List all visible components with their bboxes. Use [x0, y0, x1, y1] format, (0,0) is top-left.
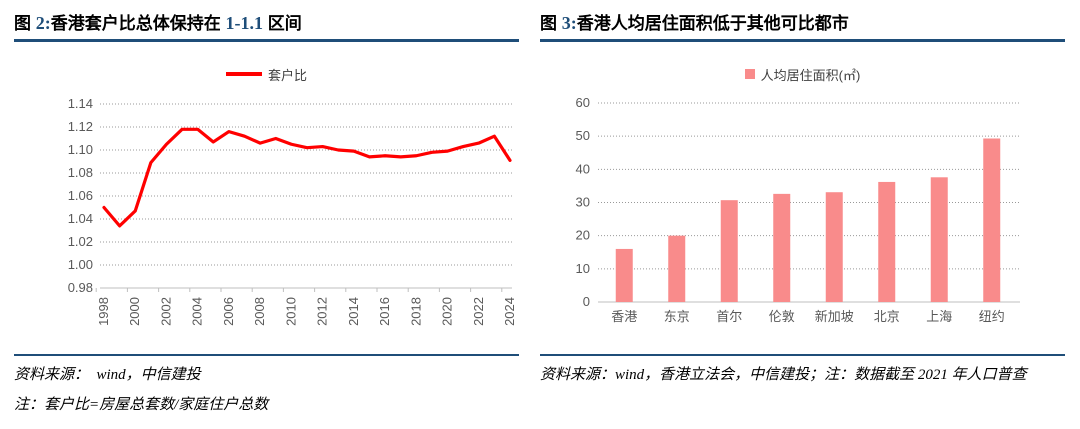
svg-text:首尔: 首尔 — [716, 309, 742, 324]
title-divider — [14, 39, 519, 42]
svg-text:2024: 2024 — [502, 297, 517, 326]
bar-series-marker — [744, 69, 755, 79]
svg-text:2010: 2010 — [283, 297, 298, 326]
svg-text:0: 0 — [583, 294, 590, 309]
title-divider — [540, 39, 1065, 42]
source-divider — [540, 354, 1065, 356]
figure-3-source: 资料来源：wind，香港立法会，中信建投；注：数据截至 2021 年人口普查 — [540, 367, 1027, 383]
svg-text:2006: 2006 — [221, 297, 236, 326]
bar-legend-label: 人均居住面积(㎡) — [760, 67, 861, 83]
svg-text:1.10: 1.10 — [68, 142, 93, 157]
svg-text:1.08: 1.08 — [68, 165, 93, 180]
svg-text:2018: 2018 — [408, 297, 423, 326]
svg-text:20: 20 — [576, 228, 590, 243]
svg-text:2004: 2004 — [190, 297, 205, 326]
figure-2-source: 资料来源： wind，中信建投 — [14, 367, 201, 383]
svg-text:60: 60 — [576, 95, 590, 110]
svg-text:伦敦: 伦敦 — [769, 309, 795, 324]
svg-text:东京: 东京 — [664, 309, 690, 324]
svg-text:0.98: 0.98 — [68, 280, 93, 295]
svg-text:10: 10 — [576, 261, 590, 276]
svg-text:40: 40 — [576, 161, 590, 176]
source-divider — [14, 354, 519, 356]
figure-2-note: 注：套户比=房屋总套数/家庭住户总数 — [14, 397, 269, 413]
bar-chart-legend: 人均居住面积(㎡) — [540, 66, 1065, 83]
svg-text:2008: 2008 — [252, 297, 267, 326]
title-suffix: 区间 — [262, 14, 302, 33]
figure-2-panel: 图 2:香港套户比总体保持在 1-1.1 区间 套户比 0.98 1.00 1.02… — [14, 10, 519, 422]
figure-2-title: 图 2:香港套户比总体保持在 1-1.1 区间 — [14, 10, 519, 37]
svg-text:香港: 香港 — [611, 309, 637, 324]
svg-text:1.04: 1.04 — [68, 211, 93, 226]
svg-text:2022: 2022 — [471, 297, 486, 326]
line-chart-legend: 套户比 — [14, 66, 519, 83]
svg-text:1.00: 1.00 — [68, 257, 93, 272]
svg-text:北京: 北京 — [874, 309, 900, 324]
svg-text:2012: 2012 — [315, 297, 330, 326]
household-ratio-line-chart: 0.98 1.00 1.02 1.04 1.06 1.08 1.10 1.12 1.14 1998… — [68, 96, 517, 326]
title-prefix: 图 — [540, 14, 562, 33]
title-prefix: 图 — [14, 14, 36, 33]
line-legend-label: 套户比 — [267, 67, 307, 83]
svg-text:2002: 2002 — [158, 297, 173, 326]
line-series-marker — [225, 72, 262, 76]
title-text: 香港人均居住面积低于其他可比都市 — [576, 14, 849, 33]
svg-text:纽约: 纽约 — [979, 309, 1005, 324]
title-range-value: 1-1.1 — [225, 13, 263, 33]
svg-text:2020: 2020 — [440, 297, 455, 326]
svg-text:新加坡: 新加坡 — [815, 309, 854, 324]
figure-number: 2: — [35, 13, 51, 33]
svg-text:1.14: 1.14 — [68, 96, 93, 111]
svg-text:2000: 2000 — [127, 297, 142, 326]
svg-text:30: 30 — [576, 195, 590, 210]
svg-text:2016: 2016 — [377, 297, 392, 326]
svg-text:1.12: 1.12 — [68, 119, 93, 134]
svg-text:2014: 2014 — [346, 297, 361, 326]
svg-text:1998: 1998 — [96, 297, 111, 326]
figure-3-panel: 图 3:香港人均居住面积低于其他可比都市 人均居住面积(㎡) 0 10 20 30 40… — [540, 10, 1065, 392]
svg-text:1.02: 1.02 — [68, 234, 93, 249]
figure-3-title: 图 3:香港人均居住面积低于其他可比都市 — [540, 10, 1065, 37]
svg-text:1.06: 1.06 — [68, 188, 93, 203]
svg-text:上海: 上海 — [926, 309, 952, 324]
figure-number: 3: — [561, 13, 577, 33]
living-area-bar-chart: 0 10 20 30 40 50 60 香港 东京 首尔 伦敦 新加坡 北京 上海 纽约 — [576, 95, 1020, 324]
title-text: 香港套户比总体保持在 — [50, 14, 226, 33]
svg-text:50: 50 — [576, 128, 590, 143]
